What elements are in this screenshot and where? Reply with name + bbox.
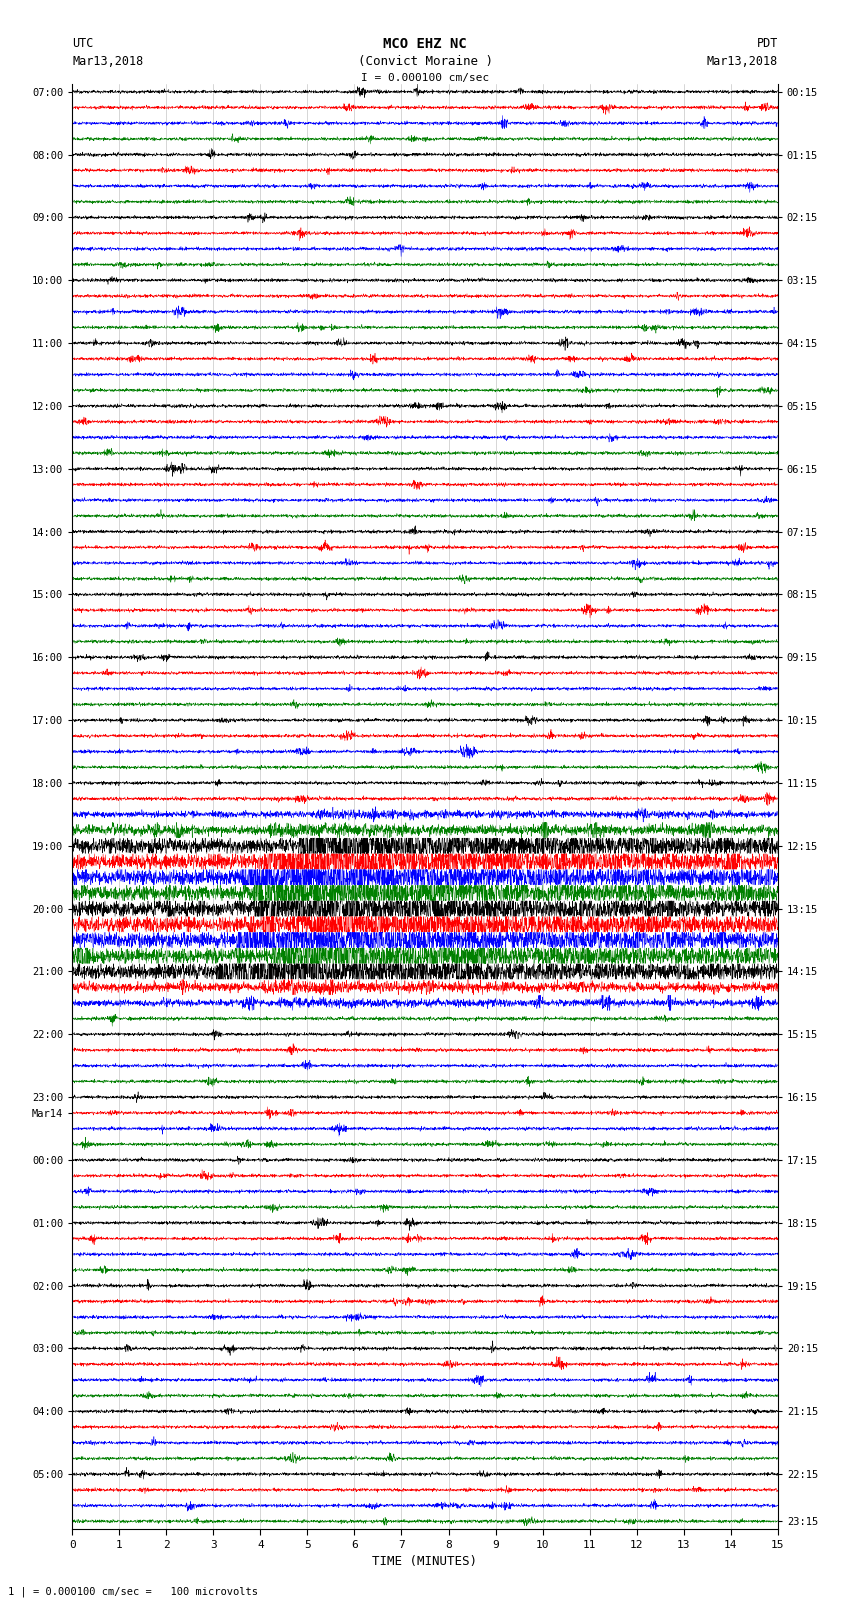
Text: (Convict Moraine ): (Convict Moraine ) (358, 55, 492, 68)
Text: Mar13,2018: Mar13,2018 (72, 55, 144, 68)
Text: I = 0.000100 cm/sec: I = 0.000100 cm/sec (361, 73, 489, 82)
Text: Mar13,2018: Mar13,2018 (706, 55, 778, 68)
Text: UTC: UTC (72, 37, 94, 50)
Text: MCO EHZ NC: MCO EHZ NC (383, 37, 467, 52)
Text: PDT: PDT (756, 37, 778, 50)
X-axis label: TIME (MINUTES): TIME (MINUTES) (372, 1555, 478, 1568)
Text: 1 | = 0.000100 cm/sec =   100 microvolts: 1 | = 0.000100 cm/sec = 100 microvolts (8, 1586, 258, 1597)
